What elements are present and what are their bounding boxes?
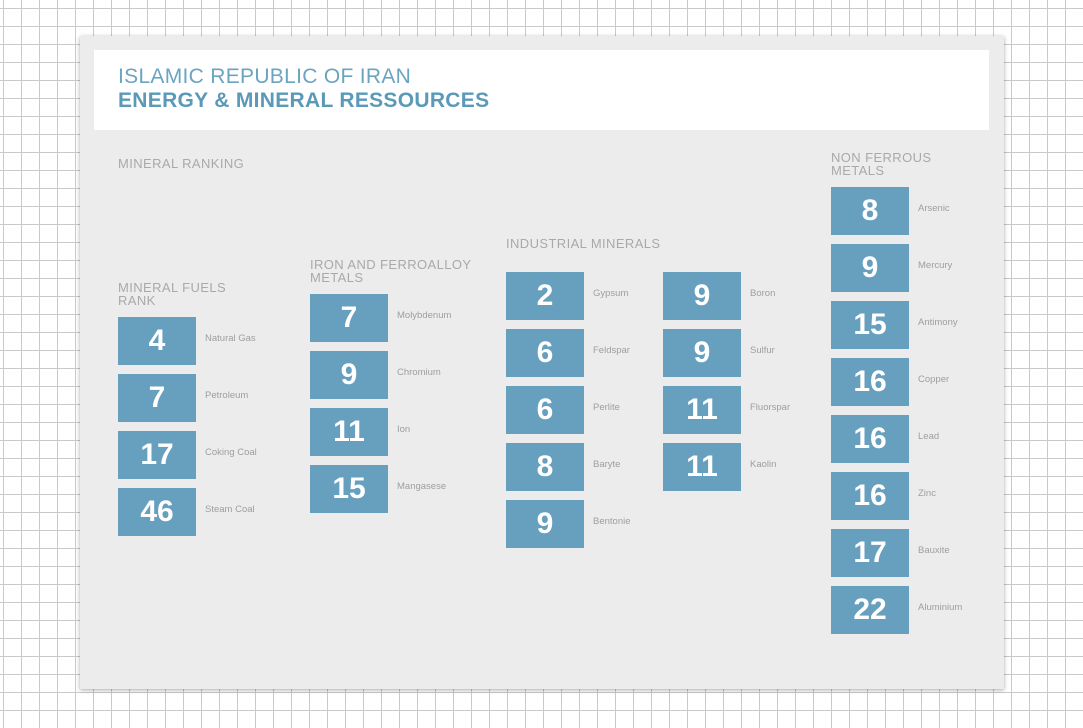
mineral-name: Sulfur — [750, 345, 775, 356]
rank-box: 9 — [663, 329, 741, 377]
rank-box: 22 — [831, 586, 909, 634]
rank-box: 15 — [831, 301, 909, 349]
header-banner: ISLAMIC REPUBLIC OF IRAN ENERGY & MINERA… — [94, 50, 989, 130]
rank-box: 11 — [663, 443, 741, 491]
mineral-name: Arsenic — [918, 203, 950, 214]
rank-box: 8 — [831, 187, 909, 235]
mineral-name: Ion — [397, 424, 411, 435]
mineral-name: Bauxite — [918, 545, 950, 556]
rank-box: 11 — [663, 386, 741, 434]
mineral-name: Molybdenum — [397, 310, 452, 321]
mineral-name: Perlite — [593, 402, 620, 413]
mineral-name: Copper — [918, 374, 950, 385]
poster: ISLAMIC REPUBLIC OF IRAN ENERGY & MINERA… — [80, 36, 1004, 689]
rank-box: 17 — [118, 431, 196, 479]
mineral-name: Antimony — [918, 317, 958, 328]
industrial-group-title: INDUSTRIAL MINERALS — [506, 236, 661, 251]
rank-box: 15 — [310, 465, 388, 513]
mineral-name: Zinc — [918, 488, 936, 499]
mineral-name: Petroleum — [205, 390, 249, 401]
mineral-name: Kaolin — [750, 459, 777, 470]
mineral-name: Steam Coal — [205, 504, 255, 515]
mineral-name: Fluorspar — [750, 402, 791, 413]
rank-box: 16 — [831, 415, 909, 463]
mineral-ranking-label: MINERAL RANKING — [118, 156, 245, 171]
rank-box: 11 — [310, 408, 388, 456]
rank-box: 9 — [831, 244, 909, 292]
rank-box: 8 — [506, 443, 584, 491]
rank-box: 16 — [831, 358, 909, 406]
rank-box: 9 — [310, 351, 388, 399]
mineral-name: Gypsum — [593, 288, 629, 299]
mineral-name: Aluminium — [918, 602, 963, 613]
fuels-group-title: MINERAL FUELS RANK — [118, 280, 227, 308]
rank-box: 16 — [831, 472, 909, 520]
mineral-name: Coking Coal — [205, 447, 257, 458]
mineral-name: Lead — [918, 431, 940, 442]
country-title: ISLAMIC REPUBLIC OF IRAN — [118, 65, 412, 88]
rank-box: 4 — [118, 317, 196, 365]
mineral-name: Feldspar — [593, 345, 630, 356]
mineral-name: Chromium — [397, 367, 441, 378]
rank-box: 7 — [310, 294, 388, 342]
mineral-name: Bentonie — [593, 516, 631, 527]
mineral-name: Mangasese — [397, 481, 447, 492]
rank-box: 9 — [663, 272, 741, 320]
iron-group-title: IRON AND FERROALLOY METALS — [310, 257, 472, 285]
rank-box: 9 — [506, 500, 584, 548]
mineral-name: Mercury — [918, 260, 953, 271]
resources-title: ENERGY & MINERAL RESSOURCES — [118, 89, 490, 112]
rank-box: 7 — [118, 374, 196, 422]
mineral-name: Boron — [750, 288, 776, 299]
rank-box: 17 — [831, 529, 909, 577]
rank-box: 6 — [506, 386, 584, 434]
mineral-name: Baryte — [593, 459, 621, 470]
rank-box: 2 — [506, 272, 584, 320]
mineral-name: Natural Gas — [205, 333, 256, 344]
rank-box: 6 — [506, 329, 584, 377]
header-scalloped-edge — [94, 125, 989, 133]
rank-box: 46 — [118, 488, 196, 536]
non-ferrous-group-title: NON FERROUS METALS — [831, 150, 932, 178]
